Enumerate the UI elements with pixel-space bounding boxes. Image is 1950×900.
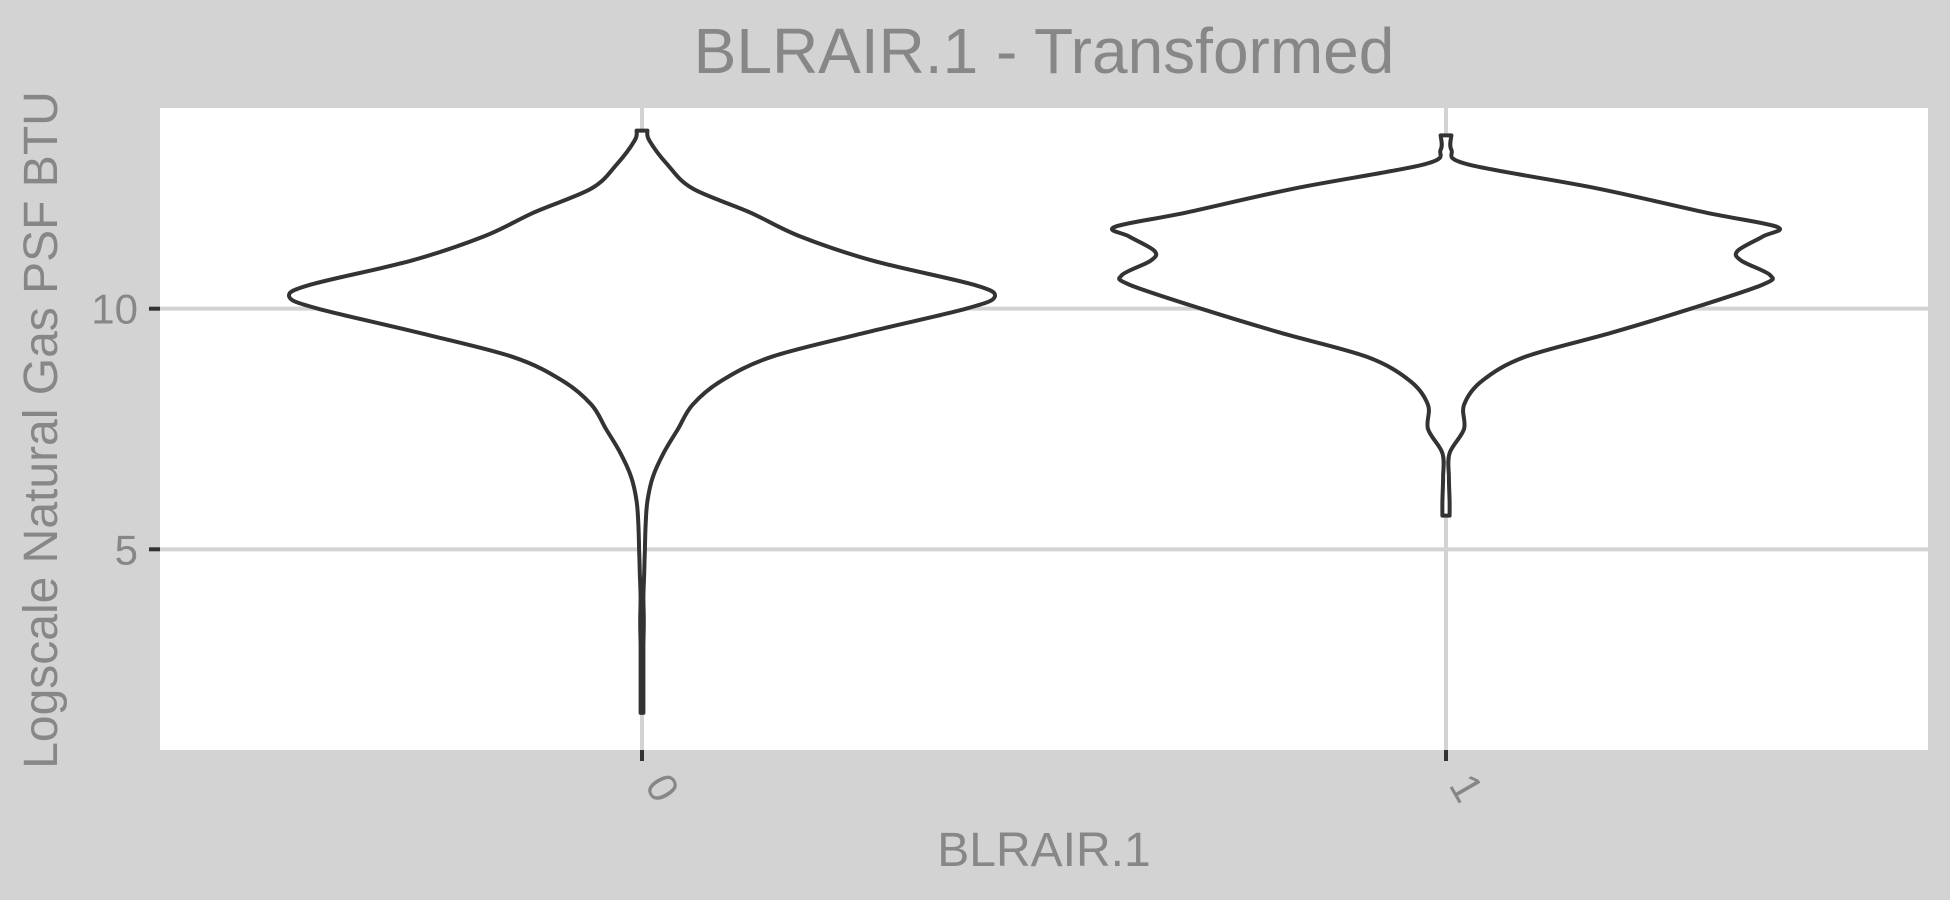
x-axis-label: BLRAIR.1	[937, 824, 1150, 877]
x-tick-label-0: 0	[636, 766, 688, 810]
x-tick-label-1: 1	[1440, 766, 1492, 810]
chart-title: BLRAIR.1 - Transformed	[694, 15, 1395, 87]
y-tick-label-10: 10	[91, 286, 138, 333]
y-tick-label-5: 5	[115, 526, 138, 573]
y-axis-label: Logscale Natural Gas PSF BTU	[15, 91, 68, 769]
